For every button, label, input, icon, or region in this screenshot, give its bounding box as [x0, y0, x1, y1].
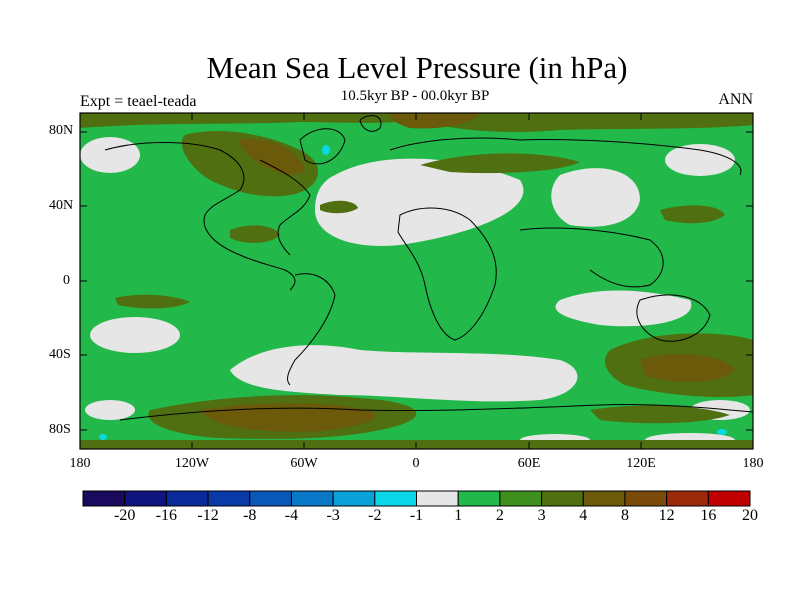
lat-label-80s: 80S	[49, 422, 71, 437]
colorbar-label: 3	[537, 507, 546, 524]
colorbar-swatch	[207, 490, 251, 507]
neutral-regions	[80, 137, 750, 447]
colorbar-label: -20	[114, 507, 136, 524]
colorbar-label: -2	[368, 507, 382, 524]
colorbar-swatch	[541, 490, 584, 507]
colorbar-label: -3	[326, 507, 340, 524]
coastlines	[104, 115, 754, 421]
colorbar-swatch	[124, 490, 167, 507]
lon-label-180e: 180	[742, 456, 764, 471]
lon-label-60w: 60W	[290, 456, 318, 471]
lat-tick-marks	[80, 131, 753, 431]
colorbar-swatch	[374, 490, 417, 507]
lon-label-0: 0	[412, 456, 420, 471]
colorbar-swatch	[457, 490, 501, 507]
lon-label-180w: 180	[69, 456, 91, 471]
colorbar-label: 1	[454, 507, 463, 524]
colorbar-label: -1	[409, 507, 424, 524]
lon-label-60e: 60E	[517, 456, 541, 471]
colorbar-label: 20	[742, 507, 758, 524]
colorbar-label: 12	[658, 507, 675, 524]
lat-label-40n: 40N	[49, 198, 74, 213]
colorbar-swatch	[82, 490, 126, 507]
negative-anomaly-spots	[99, 145, 727, 440]
map-title: Mean Sea Level Pressure (in hPa)	[206, 50, 628, 85]
colorbar-swatch	[624, 490, 668, 507]
colorbar-swatch	[666, 490, 709, 507]
season-label: ANN	[718, 91, 753, 108]
colorbar-label: 8	[620, 507, 629, 524]
colorbar-label: 16	[700, 507, 717, 524]
colorbar-swatch	[165, 490, 209, 507]
colorbar-swatch	[290, 490, 334, 507]
lon-label-120e: 120E	[626, 456, 656, 471]
lat-label-0: 0	[63, 273, 70, 288]
colorbar-swatch	[499, 490, 543, 507]
colorbar-swatch	[332, 490, 376, 507]
colorbar-swatch	[707, 490, 751, 507]
positive-anomaly-regions	[80, 113, 753, 449]
lat-label-80n: 80N	[49, 123, 74, 138]
colorbar-label: -8	[243, 507, 257, 524]
colorbar-label: 2	[495, 507, 504, 524]
colorbar-swatch	[416, 490, 459, 507]
colorbar-label: -16	[155, 507, 178, 524]
colorbar-label: 4	[579, 507, 588, 524]
lon-label-120w: 120W	[174, 456, 210, 471]
colorbar-label: -12	[197, 507, 219, 524]
colorbar-swatch	[249, 490, 292, 507]
colorbar-swatch	[582, 490, 626, 507]
experiment-label: Expt = teael-teada	[80, 93, 197, 110]
map-subtitle: 10.5kyr BP - 00.0kyr BP	[340, 88, 490, 104]
colorbar-label: -4	[284, 507, 299, 524]
lon-tick-marks	[191, 113, 642, 449]
lat-label-40s: 40S	[49, 347, 71, 362]
colorbar	[82, 490, 751, 507]
